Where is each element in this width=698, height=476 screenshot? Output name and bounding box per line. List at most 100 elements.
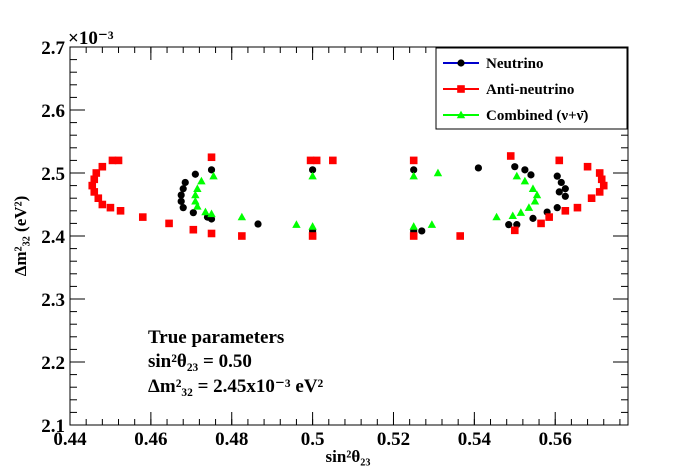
anti-neutrino-point	[92, 169, 101, 177]
x-tick-label: 0.54	[458, 429, 492, 450]
combined-point	[512, 171, 522, 180]
anti-neutrino-point	[597, 175, 606, 184]
x-tick-label: 0.56	[539, 429, 572, 450]
combined-point	[193, 184, 202, 192]
anti-neutrino-point	[545, 213, 553, 221]
anti-neutrino-point	[409, 232, 418, 240]
y-tick-label: 2.2	[41, 353, 65, 374]
anti-neutrino-point	[595, 188, 604, 196]
neutrino-point	[529, 214, 537, 222]
anti-neutrino-point	[587, 194, 596, 202]
neutrino-point	[513, 221, 521, 229]
combined-point	[201, 207, 210, 216]
anti-neutrino-point	[106, 203, 115, 212]
combined-point	[433, 168, 443, 177]
neutrino-point	[553, 204, 561, 212]
combined-point	[237, 212, 247, 221]
neutrino-point	[181, 178, 189, 187]
series-combined	[191, 168, 542, 230]
combined-point	[292, 220, 301, 228]
anti-neutrino-point	[98, 200, 107, 209]
neutrino-point	[191, 170, 199, 178]
anti-neutrino-point	[595, 169, 604, 177]
y-tick-label: 2.5	[41, 164, 65, 185]
anti-neutrino-point	[165, 219, 173, 228]
y-axis-title: Δm²₃₂ (eV²)	[11, 196, 30, 277]
anti-neutrino-point	[189, 225, 198, 234]
data-series	[88, 152, 608, 240]
anti-neutrino-point	[573, 203, 582, 212]
neutrino-point	[179, 185, 187, 193]
anti-neutrino-point	[108, 156, 117, 165]
anti-neutrino-point	[510, 226, 519, 235]
annotation-line-2: sin²θ₂₃ = 0.50	[148, 351, 252, 372]
neutrino-point	[410, 166, 418, 174]
anti-neutrino-point	[207, 229, 216, 238]
neutrino-point	[553, 172, 561, 180]
neutrino-point	[557, 178, 565, 187]
y-tick-label: 2.6	[41, 101, 65, 122]
legend-marker-combined	[456, 110, 466, 119]
true-parameters-annotation: True parameters sin²θ₂₃ = 0.50 Δm²₃₂ = 2…	[148, 327, 324, 397]
x-axis: 0.44 0.46 0.48 0.5 0.52 0.54 0.56	[53, 47, 621, 450]
anti-neutrino-point	[537, 219, 545, 228]
combined-point	[530, 196, 540, 205]
neutrino-point	[207, 166, 216, 174]
y-tick-label: 2.3	[41, 290, 65, 311]
neutrino-point	[561, 192, 569, 200]
combined-point	[207, 209, 216, 218]
combined-point	[193, 201, 202, 210]
anti-neutrino-point	[456, 232, 464, 240]
neutrino-point	[561, 185, 569, 193]
combined-point	[492, 212, 501, 221]
combined-point	[409, 222, 418, 230]
legend-label-neutrino: Neutrino	[486, 56, 544, 72]
combined-point	[209, 171, 218, 180]
anti-neutrino-point	[114, 156, 123, 165]
anti-neutrino-point	[88, 181, 97, 190]
combined-point	[191, 190, 200, 199]
combined-point	[308, 171, 317, 180]
legend-label-anti-neutrino: Anti-neutrino	[486, 82, 574, 98]
series-anti-neutrino	[88, 152, 608, 240]
anti-neutrino-point	[207, 153, 216, 162]
neutrino-point	[309, 166, 317, 174]
neutrino-point	[179, 204, 187, 212]
anti-neutrino-point	[98, 162, 107, 171]
anti-neutrino-point	[329, 156, 337, 165]
y-tick-label: 2.1	[41, 416, 65, 437]
anti-neutrino-point	[599, 181, 608, 190]
y-tick-label: 2.7	[41, 38, 65, 59]
legend: Neutrino Anti-neutrino Combined (ν+ν̄)	[435, 47, 628, 130]
anti-neutrino-point	[116, 207, 125, 215]
series-neutrino	[177, 163, 569, 235]
neutrino-point	[511, 163, 519, 171]
y-exponent-label: ×10⁻³	[68, 28, 114, 49]
neutrino-point	[527, 171, 535, 179]
neutrino-point	[189, 209, 197, 217]
combined-point	[409, 171, 418, 180]
combined-point	[524, 203, 534, 211]
anti-neutrino-point	[312, 156, 321, 165]
legend-items: Neutrino Anti-neutrino Combined (ν+ν̄)	[443, 56, 588, 124]
anti-neutrino-point	[238, 232, 246, 240]
anti-neutrino-point	[138, 213, 147, 221]
x-tick-label: 0.44	[53, 429, 87, 450]
anti-neutrino-point	[555, 156, 564, 165]
combined-point	[528, 184, 538, 192]
neutrino-point	[177, 197, 185, 205]
annotation-line-3: Δm²₃₂ = 2.45x10⁻³ eV²	[148, 376, 324, 397]
annotation-line-1: True parameters	[148, 327, 284, 348]
neutrino-point	[521, 166, 529, 174]
neutrino-point	[254, 220, 262, 228]
combined-point	[427, 220, 437, 228]
anti-neutrino-point	[90, 175, 99, 184]
combined-point	[308, 222, 317, 230]
neutrino-point	[505, 221, 513, 229]
combined-point	[508, 211, 517, 220]
x-axis-title: sin²θ₂₃	[326, 447, 371, 466]
combined-point	[532, 190, 542, 199]
legend-marker-neutrino	[457, 59, 465, 67]
y-tick-label: 2.4	[41, 227, 65, 248]
